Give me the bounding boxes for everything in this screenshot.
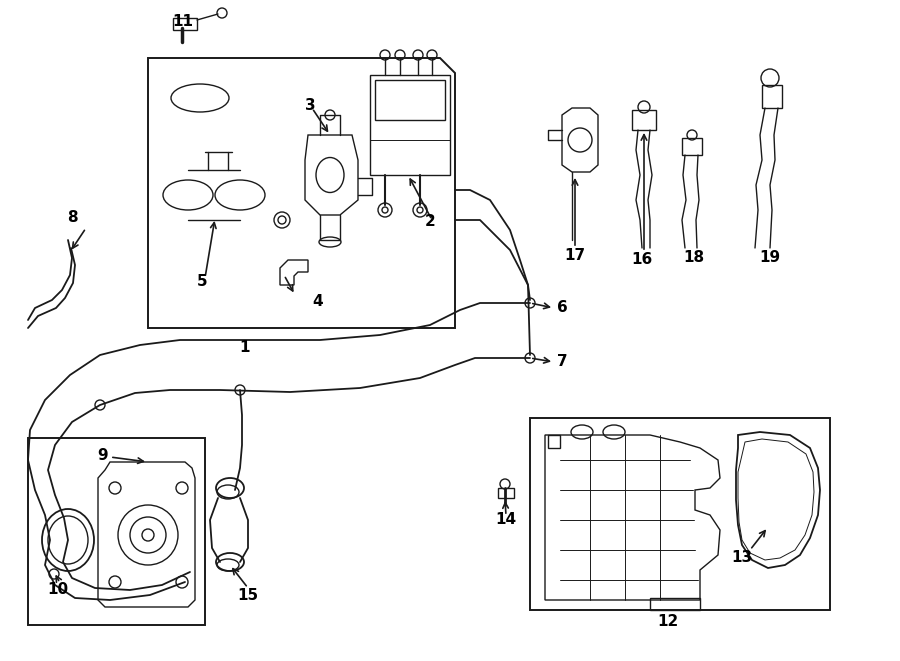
Text: 3: 3: [305, 98, 315, 112]
Text: 12: 12: [657, 615, 679, 629]
Text: 13: 13: [732, 551, 752, 566]
Text: 5: 5: [197, 274, 207, 290]
Text: 9: 9: [98, 447, 108, 463]
Text: 10: 10: [48, 582, 68, 598]
Text: 11: 11: [173, 15, 194, 30]
Text: 8: 8: [67, 210, 77, 225]
Text: 6: 6: [556, 301, 567, 315]
Text: 4: 4: [312, 295, 323, 309]
Text: 16: 16: [632, 253, 652, 268]
Text: 17: 17: [564, 247, 586, 262]
Text: 18: 18: [683, 251, 705, 266]
Text: 15: 15: [238, 588, 258, 603]
Text: 14: 14: [495, 512, 517, 527]
Text: 2: 2: [425, 215, 436, 229]
Text: 7: 7: [557, 354, 567, 369]
Text: 19: 19: [760, 251, 780, 266]
Text: 1: 1: [239, 340, 250, 356]
